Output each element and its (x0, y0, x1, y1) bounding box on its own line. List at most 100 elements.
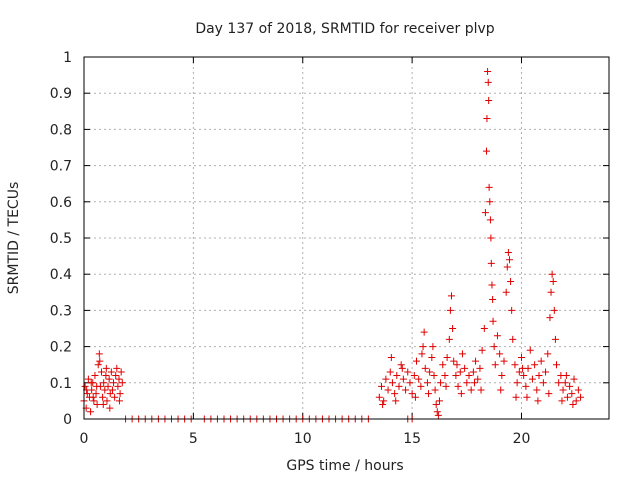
data-point (546, 314, 554, 322)
data-point (484, 78, 492, 86)
data-point (534, 397, 542, 405)
data-point (465, 372, 473, 380)
data-point (533, 386, 541, 394)
data-point (454, 382, 462, 390)
y-tick-label: 0.7 (50, 159, 72, 175)
data-point (418, 350, 426, 358)
y-tick-label: 0.6 (50, 195, 72, 211)
data-point (398, 364, 406, 372)
data-point (92, 390, 100, 398)
data-point (99, 401, 107, 409)
data-point (446, 306, 454, 314)
data-point (100, 379, 108, 387)
data-point (563, 393, 571, 401)
data-point (481, 209, 489, 217)
data-point (90, 397, 98, 405)
data-point (114, 382, 122, 390)
data-point (483, 147, 490, 155)
y-axis-label: SRMTID / TECUs (6, 182, 22, 295)
data-point (439, 361, 447, 369)
data-point (549, 277, 557, 285)
data-point (115, 375, 123, 383)
data-point (402, 386, 410, 394)
data-point (434, 411, 442, 419)
data-point (511, 361, 519, 369)
data-point (379, 401, 387, 409)
data-point (83, 390, 91, 398)
data-point (470, 379, 478, 387)
data-point (384, 386, 392, 394)
data-point (487, 234, 495, 242)
x-tick-label: 0 (80, 431, 89, 447)
data-point (386, 368, 394, 376)
data-point (425, 390, 433, 398)
data-point (502, 288, 510, 296)
data-point (378, 382, 385, 390)
data-point (519, 364, 527, 372)
data-point (449, 325, 457, 332)
data-point (103, 397, 111, 405)
data-point (513, 379, 521, 387)
data-point (504, 248, 512, 256)
data-point (528, 375, 536, 383)
data-point (569, 401, 577, 409)
data-point (442, 382, 450, 390)
data-point (453, 361, 461, 369)
data-point (391, 390, 399, 398)
data-point (420, 328, 428, 336)
data-point (520, 372, 528, 380)
data-point (545, 390, 553, 398)
data-point (500, 357, 508, 365)
y-tick-label: 0 (63, 412, 72, 428)
data-point (472, 357, 480, 365)
data-point (559, 386, 567, 394)
data-point (457, 390, 465, 398)
data-point (115, 397, 123, 405)
data-point (522, 382, 530, 390)
data-point (515, 368, 523, 376)
data-point (463, 379, 471, 387)
data-point (87, 379, 95, 387)
data-point (102, 364, 110, 372)
x-axis-label: GPS time / hours (286, 458, 403, 474)
data-point (548, 270, 556, 278)
data-point (421, 364, 429, 372)
data-point (566, 382, 574, 390)
data-point (93, 382, 101, 390)
data-point (477, 386, 485, 394)
data-point (537, 357, 545, 365)
data-point (441, 372, 449, 380)
y-tick-label: 0.8 (50, 122, 72, 138)
data-point (387, 353, 395, 361)
data-point (435, 397, 443, 405)
data-point (544, 350, 552, 358)
data-point (393, 372, 401, 380)
data-point (476, 364, 484, 372)
data-point (505, 256, 513, 264)
data-point (486, 198, 494, 206)
data-point (568, 390, 576, 398)
data-point (512, 393, 520, 401)
data-point (406, 379, 414, 387)
data-point (102, 372, 110, 380)
data-point (426, 368, 434, 376)
data-point (458, 350, 466, 358)
data-point (408, 390, 416, 398)
data-point (395, 382, 403, 390)
data-point (437, 379, 445, 387)
data-point (415, 375, 423, 383)
data-point (432, 401, 440, 409)
data-point (456, 368, 464, 376)
data-point (117, 368, 125, 376)
data-point (577, 393, 585, 401)
data-point (87, 408, 95, 416)
x-tick-labels: 0 5 10 15 20 (80, 431, 531, 447)
data-point (94, 361, 102, 369)
data-point (452, 372, 460, 380)
data-point (101, 386, 109, 394)
data-point (547, 288, 555, 296)
data-point (491, 361, 499, 369)
y-tick-label: 1 (63, 50, 72, 66)
data-point (106, 404, 114, 412)
